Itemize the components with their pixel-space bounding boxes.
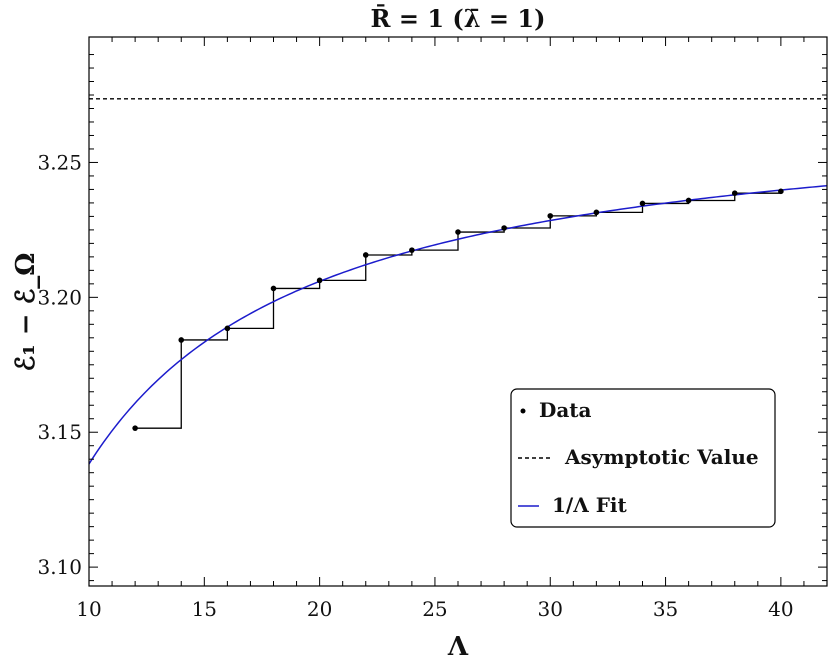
data-point [731, 190, 738, 197]
x-tick-label: 10 [76, 597, 101, 621]
x-tick-label: 15 [192, 597, 217, 621]
data-point [362, 252, 369, 258]
x-tick-label: 20 [307, 597, 332, 621]
legend-label-data: Data [539, 398, 592, 422]
y-tick-label: 3.10 [37, 555, 82, 579]
legend-box [510, 388, 776, 528]
legend: Data Asymptotic Value 1/Λ Fit [510, 388, 776, 528]
x-tick-label: 30 [538, 597, 563, 621]
fit-curve [89, 184, 827, 465]
x-tick-label: 40 [768, 597, 793, 621]
data-point [685, 197, 692, 204]
x-tick-label: 35 [653, 597, 678, 621]
data-point [224, 325, 231, 332]
data-point [501, 225, 507, 231]
data-point [639, 200, 646, 207]
legend-label-fit: 1/Λ Fit [552, 493, 627, 517]
data-point [316, 277, 323, 284]
x-tick-label: 25 [422, 597, 447, 621]
data-point [455, 229, 461, 235]
plot-frame [88, 36, 828, 587]
legend-data-marker [520, 408, 526, 414]
y-tick-label: 3.15 [37, 420, 82, 444]
y-axis: 3.10 3.15 3.20 3.25 [37, 54, 827, 582]
y-tick-label: 3.20 [37, 285, 82, 309]
x-axis-label: Λ [447, 632, 469, 662]
y-tick-label: 3.25 [37, 150, 82, 174]
data-point [132, 425, 138, 431]
x-axis: 10 15 20 25 30 35 40 [76, 37, 828, 621]
data-point [409, 247, 415, 253]
data-point [178, 337, 185, 343]
legend-label-asymptote: Asymptotic Value [564, 445, 759, 469]
data-point [547, 213, 554, 219]
chart-title: R̄ = 1 (λ̄ = 1) [371, 4, 546, 33]
data-point [778, 188, 784, 195]
y-axis-label: ℰ₁ − ℰ_Ω [11, 253, 41, 372]
data-point [593, 209, 600, 216]
data-point [270, 285, 277, 292]
